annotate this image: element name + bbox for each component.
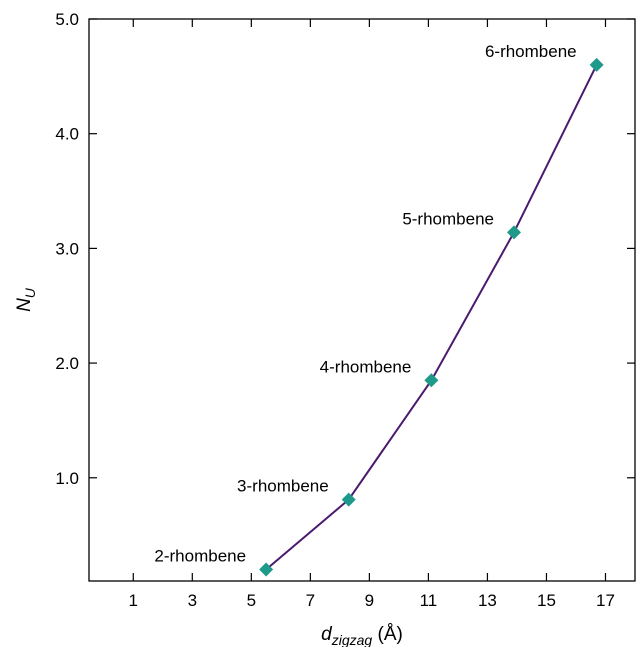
y-tick-label: 5.0 [55,10,79,29]
data-point-label: 5-rhombene [402,209,494,228]
plot-frame [88,18,636,582]
x-tick-label: 5 [247,591,256,610]
x-axis-title-unit: (Å) [372,624,403,645]
x-axis-ticks: 1 3 5 7 9 11 13 15 17 [129,19,615,610]
x-tick-label: 3 [188,591,197,610]
data-point-marker [589,57,604,72]
data-point-marker [424,373,439,388]
y-tick-label: 3.0 [55,239,79,258]
x-axis-title-sub: zigzag [331,632,373,647]
x-tick-label: 17 [596,591,615,610]
data-point-label: 6-rhombene [485,42,577,61]
x-tick-label: 9 [365,591,374,610]
y-axis-title-main: N [14,298,35,312]
x-axis-title-main: d [321,624,333,645]
x-tick-label: 11 [420,591,438,610]
y-axis-ticks: 1.0 2.0 3.0 4.0 5.0 [55,10,635,488]
y-axis-title: NU [14,287,38,312]
data-point-marker [259,562,274,577]
data-point-marker [506,225,521,240]
data-point-label: 2-rhombene [154,547,246,566]
x-tick-label: 15 [537,591,556,610]
y-axis-title-sub: U [22,287,38,298]
y-tick-label: 1.0 [55,469,79,488]
data-point-label: 4-rhombene [320,357,412,376]
x-tick-label: 7 [306,591,315,610]
point-labels: 2-rhombene 3-rhombene 4-rhombene 5-rhombene… [154,42,576,566]
x-tick-label: 1 [129,591,138,610]
x-axis-title: dzigzag (Å) [321,624,403,647]
y-tick-label: 2.0 [55,354,79,373]
x-tick-label: 13 [478,591,497,610]
data-point-label: 3-rhombene [237,477,329,496]
data-point-marker [341,492,356,507]
y-tick-label: 4.0 [55,125,79,144]
series-group [259,57,604,577]
